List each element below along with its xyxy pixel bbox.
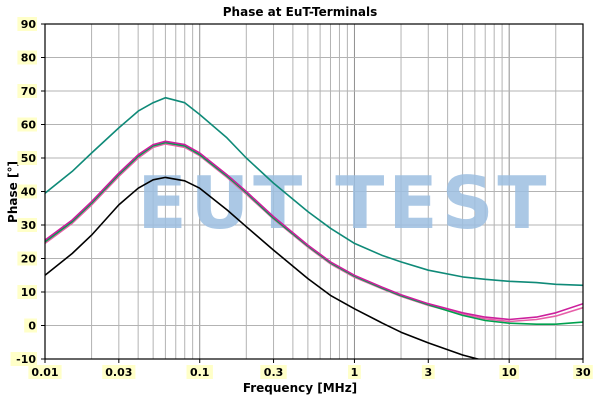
y-tick-label: 40 xyxy=(21,186,37,199)
y-tick-label: 30 xyxy=(21,219,37,232)
y-tick-label-bg xyxy=(17,151,37,165)
series-black-curve xyxy=(45,176,481,359)
x-tick-label: 30 xyxy=(575,366,591,379)
x-tick-label-bg xyxy=(28,365,62,379)
y-tick-label-bg xyxy=(24,318,37,333)
x-tick-label: 1 xyxy=(351,366,359,379)
y-tick-label: 20 xyxy=(21,253,37,266)
y-tick-label-bg xyxy=(17,50,37,65)
y-tick-label-bg xyxy=(17,17,37,31)
y-tick-label-bg xyxy=(10,352,37,366)
y-tick-label-bg xyxy=(17,84,37,98)
y-tick-label: 10 xyxy=(21,286,37,299)
y-tick-label: 80 xyxy=(21,52,37,65)
series-green-curve xyxy=(45,141,583,326)
axis-layer: -10 0 10 20 30 40 50 60 70 80 90 0.01 0.03 0.1 0.3 1 3 10… xyxy=(10,17,593,379)
series-teal-curve xyxy=(45,96,583,287)
x-tick-label-bg xyxy=(573,365,593,379)
y-tick-label: 70 xyxy=(21,85,37,98)
y-tick-label: 60 xyxy=(21,119,37,132)
y-tick-label: 90 xyxy=(21,18,37,31)
x-tick-label-bg xyxy=(102,365,136,379)
y-tick-label-bg xyxy=(17,285,37,299)
x-tick-label: 0.1 xyxy=(190,366,210,379)
watermark: EUT TEST xyxy=(137,161,550,245)
x-tick-label: 3 xyxy=(424,366,432,379)
x-tick-label: 0.03 xyxy=(105,366,132,379)
series-layer xyxy=(45,96,583,359)
x-tick-label: 0.3 xyxy=(264,366,284,379)
x-tick-label-bg xyxy=(348,365,361,379)
y-tick-label-bg xyxy=(17,117,37,132)
x-tick-label: 0.01 xyxy=(31,366,58,379)
y-tick-label: 0 xyxy=(28,320,36,333)
x-tick-label-bg xyxy=(421,365,435,379)
y-tick-label: 50 xyxy=(21,152,37,165)
y-tick-label: -10 xyxy=(16,353,36,366)
y-tick-label-bg xyxy=(17,218,37,232)
y-tick-label-bg xyxy=(17,251,37,266)
chart-title: Phase at EuT-Terminals xyxy=(222,5,378,19)
x-axis-label: Frequency [MHz] xyxy=(242,381,358,395)
series-magenta-curve xyxy=(45,140,583,321)
x-tick-label-bg xyxy=(186,365,213,379)
x-tick-label: 10 xyxy=(502,366,518,379)
x-tick-label-bg xyxy=(499,365,519,379)
plot-frame xyxy=(44,23,584,360)
y-tick-label-bg xyxy=(17,184,37,199)
x-tick-label-bg xyxy=(260,365,287,379)
